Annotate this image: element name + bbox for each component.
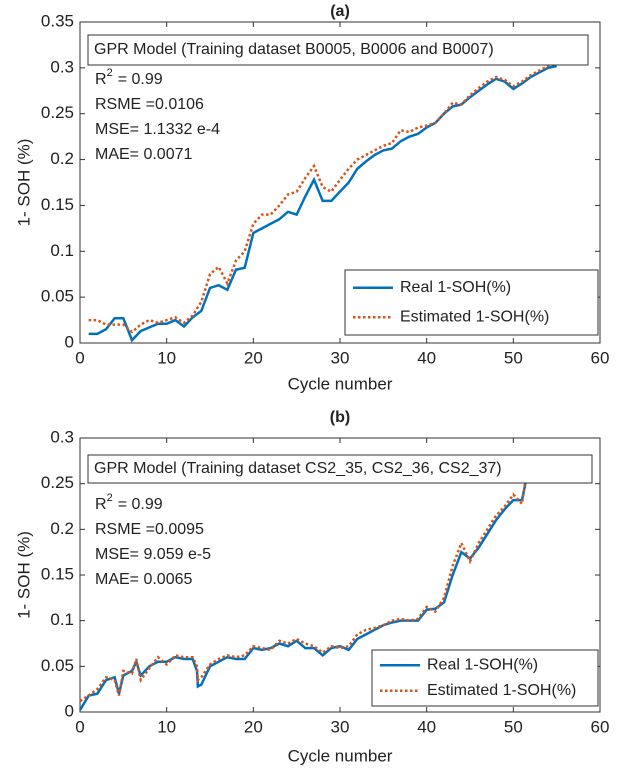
x-tick-label: 50 bbox=[504, 348, 523, 367]
x-tick-label: 10 bbox=[157, 717, 176, 736]
x-tick-label: 20 bbox=[244, 717, 263, 736]
r-squared: R2 = 0.99 bbox=[95, 67, 163, 88]
annotation-box bbox=[87, 34, 589, 66]
y-tick-label: 0.2 bbox=[50, 519, 74, 538]
y-axis-label: 1- SOH (%) bbox=[14, 139, 33, 227]
stat-text: MSE= 1.1332 e-4 bbox=[95, 121, 220, 138]
annotation-box bbox=[87, 454, 593, 484]
y-tick-label: 0.05 bbox=[41, 287, 74, 306]
y-tick-label: 0.15 bbox=[41, 195, 74, 214]
legend-label: Estimated 1-SOH(%) bbox=[427, 682, 576, 699]
legend-label: Estimated 1-SOH(%) bbox=[400, 308, 549, 325]
stat-text: RSME =0.0095 bbox=[95, 521, 204, 538]
r-exponent: 2 bbox=[107, 67, 113, 79]
legend-label: Real 1-SOH(%) bbox=[400, 279, 511, 296]
model-text: GPR Model (Training dataset CS2_35, CS2_… bbox=[94, 460, 502, 477]
r-squared: R2 = 0.99 bbox=[95, 492, 163, 513]
y-tick-label: 0.3 bbox=[50, 427, 74, 446]
r-value: = 0.99 bbox=[118, 496, 163, 513]
y-tick-label: 0.1 bbox=[50, 610, 74, 629]
x-tick-label: 0 bbox=[75, 717, 84, 736]
x-tick-label: 40 bbox=[417, 348, 436, 367]
legend-box bbox=[344, 269, 599, 336]
r-value: = 0.99 bbox=[118, 71, 163, 88]
y-tick-label: 0.25 bbox=[41, 103, 74, 122]
x-tick-label: 50 bbox=[504, 717, 523, 736]
x-tick-label: 10 bbox=[157, 348, 176, 367]
y-tick-label: 0.3 bbox=[50, 57, 74, 76]
r-symbol: R bbox=[95, 71, 107, 88]
stat-text: MAE= 0.0071 bbox=[95, 146, 193, 163]
legend-label: Real 1-SOH(%) bbox=[427, 656, 538, 673]
x-tick-label: 40 bbox=[417, 717, 436, 736]
y-tick-label: 0 bbox=[65, 701, 74, 720]
legend-box bbox=[371, 649, 599, 707]
x-tick-label: 60 bbox=[591, 348, 610, 367]
chart-title: (a) bbox=[330, 3, 350, 20]
data-line bbox=[78, 475, 532, 711]
r-symbol: R bbox=[95, 496, 107, 513]
data-line bbox=[88, 64, 557, 343]
chart-title: (b) bbox=[330, 409, 350, 426]
x-tick-label: 60 bbox=[591, 717, 610, 736]
model-text: GPR Model (Training dataset B0005, B0006… bbox=[94, 41, 494, 58]
y-tick-label: 0.2 bbox=[50, 149, 74, 168]
r-exponent: 2 bbox=[107, 492, 113, 504]
data-line bbox=[88, 62, 558, 334]
x-tick-label: 30 bbox=[331, 717, 350, 736]
y-axis-label: 1- SOH (%) bbox=[14, 531, 33, 619]
x-tick-label: 0 bbox=[75, 348, 84, 367]
y-tick-label: 0.25 bbox=[41, 473, 74, 492]
y-tick-label: 0.15 bbox=[41, 564, 74, 583]
stat-text: MAE= 0.0065 bbox=[95, 571, 193, 588]
x-tick-label: 20 bbox=[244, 348, 263, 367]
y-tick-label: 0 bbox=[65, 332, 74, 351]
y-tick-label: 0.05 bbox=[41, 656, 74, 675]
y-tick-label: 0.35 bbox=[41, 11, 74, 30]
x-axis-label: Cycle number bbox=[288, 746, 393, 765]
stat-text: RSME =0.0106 bbox=[95, 96, 204, 113]
x-tick-label: 30 bbox=[331, 348, 350, 367]
stat-text: MSE= 9.059 e-5 bbox=[95, 546, 211, 563]
y-tick-label: 0.1 bbox=[50, 241, 74, 260]
x-axis-label: Cycle number bbox=[288, 374, 393, 393]
